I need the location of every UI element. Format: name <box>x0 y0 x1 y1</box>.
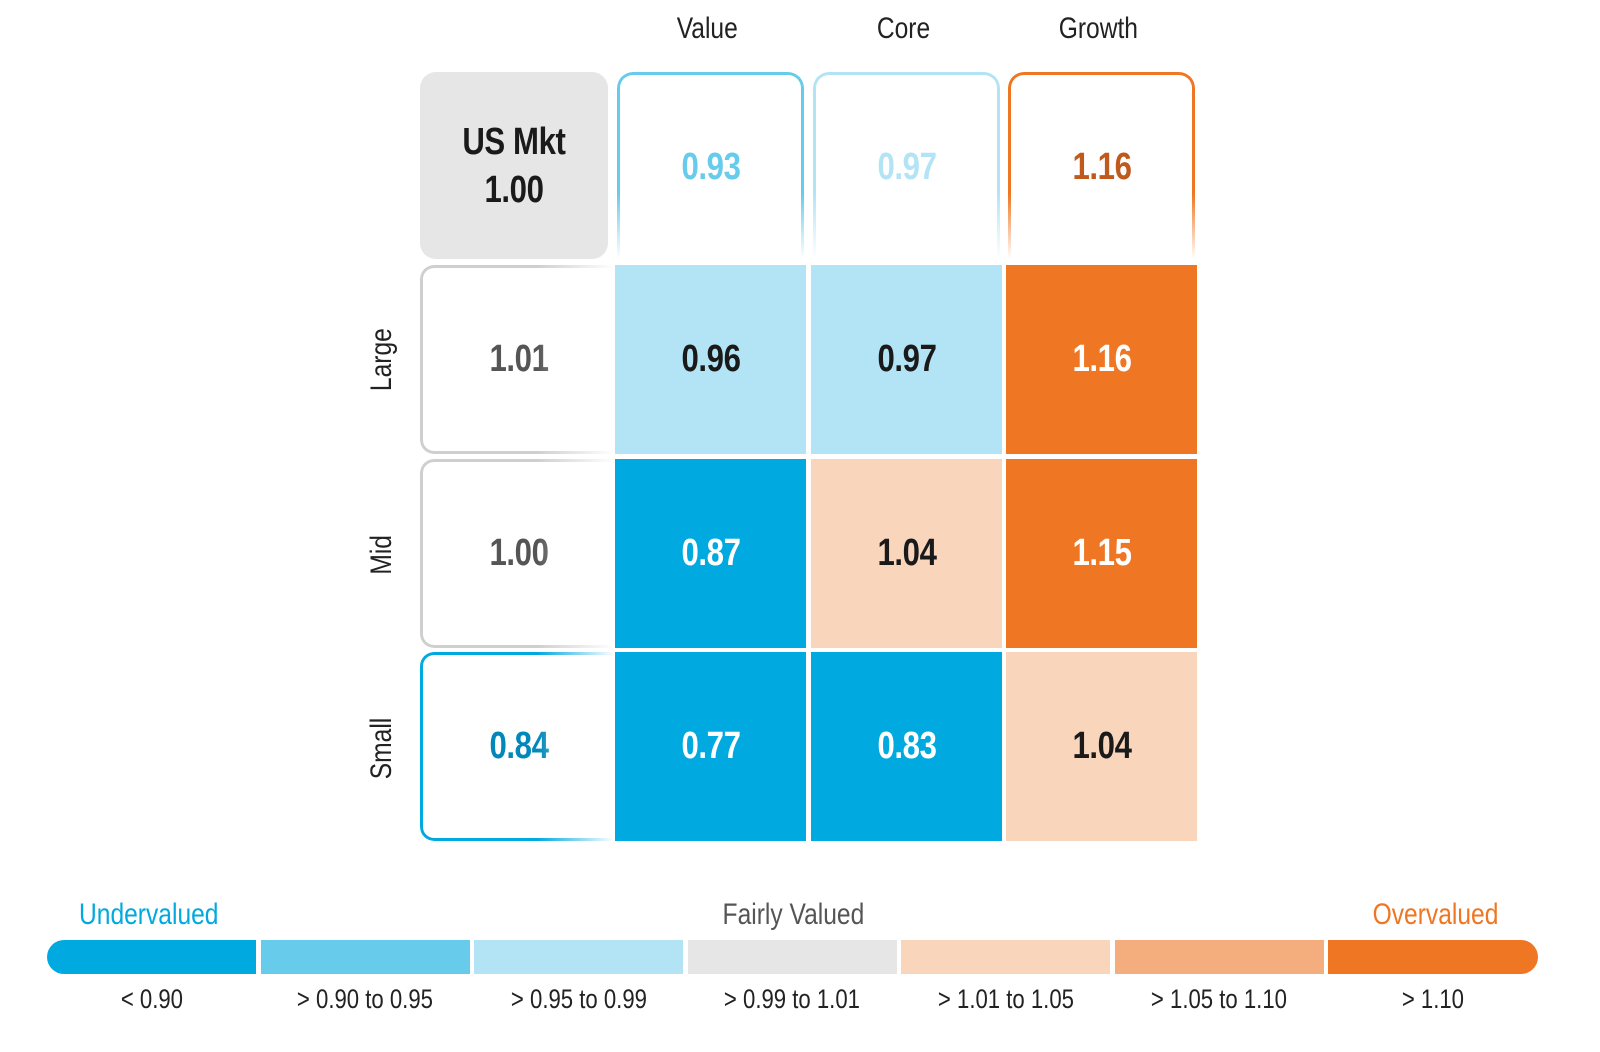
column-total-growth: 1.16 <box>1008 72 1195 259</box>
legend-swatch-0 <box>47 940 256 974</box>
row-total-large-value: 1.01 <box>489 338 549 380</box>
cell-small-value: 0.77 <box>615 652 806 841</box>
legend-range-label: > 1.05 to 1.10 <box>1150 984 1288 1014</box>
legend-undervalued-label: Undervalued <box>79 898 219 931</box>
column-total-core-value: 0.97 <box>876 145 937 188</box>
cell-small-core: 0.83 <box>811 652 1002 841</box>
row-label-large: Large <box>365 328 398 392</box>
cell-small-growth-value: 1.04 <box>1071 725 1132 767</box>
cell-large-growth: 1.16 <box>1006 265 1197 454</box>
cell-mid-growth-value: 1.15 <box>1071 532 1132 574</box>
row-total-mid-value: 1.00 <box>489 532 549 574</box>
cell-small-value-value: 0.77 <box>680 725 741 767</box>
column-total-value-value: 0.93 <box>680 145 741 188</box>
legend-range-label: > 1.10 <box>1401 984 1464 1014</box>
legend-swatch-2 <box>474 940 683 974</box>
column-header-value: Value <box>676 12 739 45</box>
legend-swatch-4 <box>901 940 1110 974</box>
legend-range-label: > 0.99 to 1.01 <box>723 984 861 1014</box>
legend-range-label: > 1.01 to 1.05 <box>937 984 1074 1014</box>
legend-range-label: < 0.90 <box>120 984 183 1014</box>
row-total-small: 0.84 <box>420 652 615 841</box>
cell-small-core-value: 0.83 <box>876 725 937 767</box>
row-total-mid: 1.00 <box>420 459 615 648</box>
market-label: US Mkt <box>462 120 566 163</box>
cell-small-growth: 1.04 <box>1006 652 1197 841</box>
cell-large-value: 0.96 <box>615 265 806 454</box>
cell-mid-value-value: 0.87 <box>680 532 741 574</box>
market-value: 1.00 <box>484 168 544 211</box>
legend-range-label: > 0.90 to 0.95 <box>296 984 434 1014</box>
legend-range-label: > 0.95 to 0.99 <box>510 984 647 1014</box>
market-total-cell: US Mkt 1.00 <box>420 72 608 259</box>
cell-mid-growth: 1.15 <box>1006 459 1197 648</box>
legend-swatch-6 <box>1328 940 1538 974</box>
column-header-core: Core <box>876 12 931 45</box>
cell-mid-value: 0.87 <box>615 459 806 648</box>
row-label-mid: Mid <box>365 535 398 575</box>
cell-large-growth-value: 1.16 <box>1071 338 1132 380</box>
cell-large-core: 0.97 <box>811 265 1002 454</box>
cell-mid-core: 1.04 <box>811 459 1002 648</box>
legend-swatch-1 <box>260 940 470 974</box>
cell-large-core-value: 0.97 <box>876 338 937 380</box>
cell-large-value-value: 0.96 <box>680 338 741 380</box>
column-total-value: 0.93 <box>617 72 804 259</box>
row-label-small: Small <box>365 717 398 779</box>
row-total-small-value: 0.84 <box>489 725 549 767</box>
legend-swatch-3 <box>687 940 897 974</box>
legend-swatch-5 <box>1114 940 1324 974</box>
cell-mid-core-value: 1.04 <box>876 532 937 574</box>
legend-fairly-valued-label: Fairly Valued <box>722 898 864 931</box>
column-header-growth: Growth <box>1058 12 1139 45</box>
column-total-growth-value: 1.16 <box>1071 145 1132 188</box>
row-total-large: 1.01 <box>420 265 615 454</box>
column-total-core: 0.97 <box>813 72 1000 259</box>
legend-overvalued-label: Overvalued <box>1372 898 1498 931</box>
